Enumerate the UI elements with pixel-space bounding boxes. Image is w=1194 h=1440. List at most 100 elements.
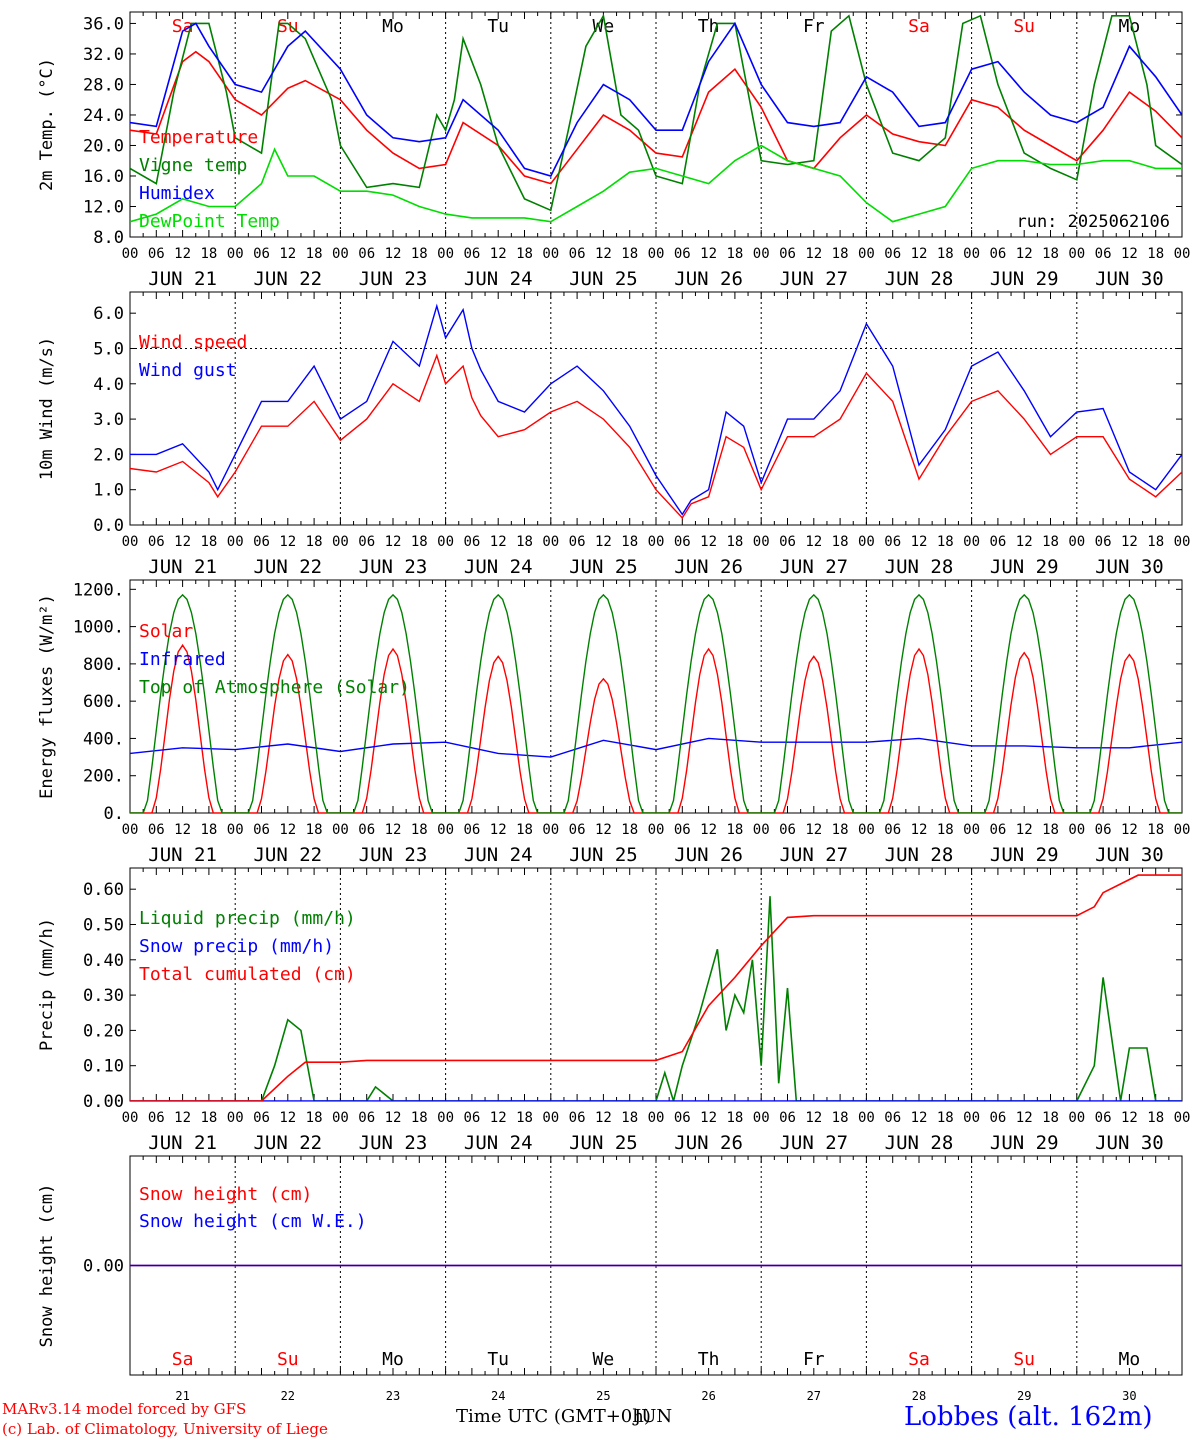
series-line <box>130 144 1182 223</box>
x-hour-label: 06 <box>779 534 796 550</box>
x-hour-label: 18 <box>621 822 638 838</box>
legend-entry: Infrared <box>139 649 226 670</box>
x-hour-label: 00 <box>227 1110 244 1126</box>
day-number-label: 21 <box>175 1389 189 1403</box>
x-hour-label: 18 <box>937 534 954 550</box>
y-tick-label: 5.0 <box>93 339 124 359</box>
y-tick-label: 400. <box>83 729 124 749</box>
x-hour-label: 18 <box>411 822 428 838</box>
x-date-label: JUN 26 <box>674 1132 743 1154</box>
x-date-label: JUN 25 <box>569 556 638 578</box>
x-hour-label: 12 <box>174 246 191 262</box>
x-hour-label: 06 <box>463 534 480 550</box>
x-hour-label: 00 <box>542 534 559 550</box>
x-hour-label: 06 <box>569 822 586 838</box>
x-hour-label: 00 <box>227 822 244 838</box>
overlap-month-label: JUN <box>634 1406 673 1427</box>
x-hour-label: 06 <box>989 1110 1006 1126</box>
weekday-label: Mo <box>1119 16 1141 37</box>
x-hour-label: 12 <box>805 1110 822 1126</box>
series-group <box>130 593 1182 813</box>
weekday-label: Sa <box>172 16 194 37</box>
x-hour-label: 12 <box>1016 534 1033 550</box>
station-label: Lobbes (alt. 162m) <box>904 1402 1153 1432</box>
legend-entry: Snow precip (mm/h) <box>139 936 334 957</box>
weekday-label: Tu <box>487 1349 509 1370</box>
run-annotation: run: 2025062106 <box>1016 212 1170 232</box>
y-tick-label: 24.0 <box>83 106 124 126</box>
legend-entry: Liquid precip (mm/h) <box>139 908 356 929</box>
x-hour-label: 06 <box>463 1110 480 1126</box>
y-axis-label: 10m Wind (m/s) <box>37 337 57 480</box>
x-hour-label: 00 <box>122 822 139 838</box>
x-hour-label: 12 <box>1121 534 1138 550</box>
y-tick-label: 1000. <box>73 618 124 638</box>
series-line <box>130 874 1182 1101</box>
x-hour-label: 00 <box>1068 534 1085 550</box>
x-date-label: JUN 23 <box>359 268 428 290</box>
x-hour-label: 18 <box>621 534 638 550</box>
y-tick-label: 200. <box>83 767 124 787</box>
x-hour-label: 06 <box>358 534 375 550</box>
x-hour-label: 18 <box>1042 534 1059 550</box>
x-hour-label: 12 <box>805 534 822 550</box>
x-date-label: JUN 25 <box>569 844 638 866</box>
x-hour-label: 12 <box>595 246 612 262</box>
x-hour-label: 06 <box>1095 1110 1112 1126</box>
x-hour-label: 00 <box>648 246 665 262</box>
x-hour-label: 00 <box>963 534 980 550</box>
y-tick-label: 32.0 <box>83 45 124 65</box>
legend-entry: Wind gust <box>139 360 237 381</box>
series-line <box>130 643 1182 813</box>
y-axis-label: Energy fluxes (W/m²) <box>37 594 57 799</box>
x-date-label: JUN 23 <box>359 844 428 866</box>
x-date-label: JUN 28 <box>885 1132 954 1154</box>
x-hour-label: 18 <box>832 246 849 262</box>
x-hour-label: 18 <box>200 246 217 262</box>
x-hour-label: 18 <box>726 534 743 550</box>
x-hour-label: 00 <box>858 1110 875 1126</box>
day-number-label: 28 <box>912 1389 926 1403</box>
x-hour-label: 18 <box>726 822 743 838</box>
x-hour-label: 06 <box>989 822 1006 838</box>
x-date-label: JUN 24 <box>464 556 533 578</box>
x-hour-label: 00 <box>122 534 139 550</box>
weekday-label: Th <box>698 1349 720 1370</box>
x-date-label: JUN 23 <box>359 1132 428 1154</box>
y-tick-label: 0.00 <box>83 1092 124 1112</box>
series-line <box>130 353 1182 520</box>
x-hour-label: 12 <box>385 534 402 550</box>
legend-entry: Top of Atmosphere (Solar) <box>139 677 410 698</box>
x-hour-label: 18 <box>200 534 217 550</box>
x-hour-label: 12 <box>700 246 717 262</box>
x-date-label: JUN 21 <box>148 556 217 578</box>
x-hour-label: 00 <box>858 534 875 550</box>
x-date-label: JUN 22 <box>253 556 322 578</box>
x-hour-label: 12 <box>174 534 191 550</box>
series-line <box>130 737 1182 758</box>
day-number-label: 30 <box>1122 1389 1136 1403</box>
x-date-label: JUN 22 <box>253 1132 322 1154</box>
x-date-label: JUN 29 <box>990 556 1059 578</box>
legend-entry: Temperature <box>139 127 258 148</box>
x-hour-label: 00 <box>963 822 980 838</box>
weekday-label: Th <box>698 16 720 37</box>
day-number-label: 22 <box>281 1389 295 1403</box>
x-hour-label: 06 <box>253 246 270 262</box>
x-date-label: JUN 28 <box>885 556 954 578</box>
y-tick-label: 6.0 <box>93 304 124 324</box>
x-hour-label: 18 <box>1147 1110 1164 1126</box>
x-hour-label: 18 <box>726 246 743 262</box>
x-hour-label: 00 <box>437 822 454 838</box>
x-hour-label: 00 <box>1068 1110 1085 1126</box>
x-hour-label: 00 <box>437 246 454 262</box>
y-tick-label: 0.0 <box>93 516 124 536</box>
x-hour-label: 06 <box>884 1110 901 1126</box>
x-hour-label: 06 <box>569 534 586 550</box>
x-date-label: JUN 27 <box>779 1132 848 1154</box>
x-hour-label: 00 <box>227 246 244 262</box>
y-axis-label: Snow height (cm) <box>37 1184 57 1348</box>
x-hour-label: 00 <box>542 1110 559 1126</box>
x-hour-label: 00 <box>332 822 349 838</box>
x-hour-label: 06 <box>253 1110 270 1126</box>
